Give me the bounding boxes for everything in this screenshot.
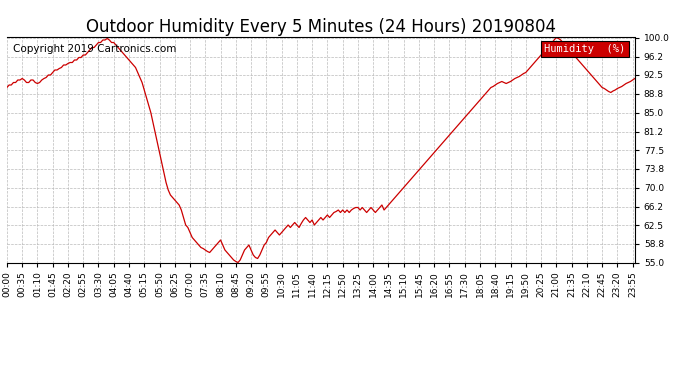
Title: Outdoor Humidity Every 5 Minutes (24 Hours) 20190804: Outdoor Humidity Every 5 Minutes (24 Hou… bbox=[86, 18, 556, 36]
Text: Humidity  (%): Humidity (%) bbox=[544, 44, 625, 54]
Text: Copyright 2019 Cartronics.com: Copyright 2019 Cartronics.com bbox=[13, 44, 177, 54]
